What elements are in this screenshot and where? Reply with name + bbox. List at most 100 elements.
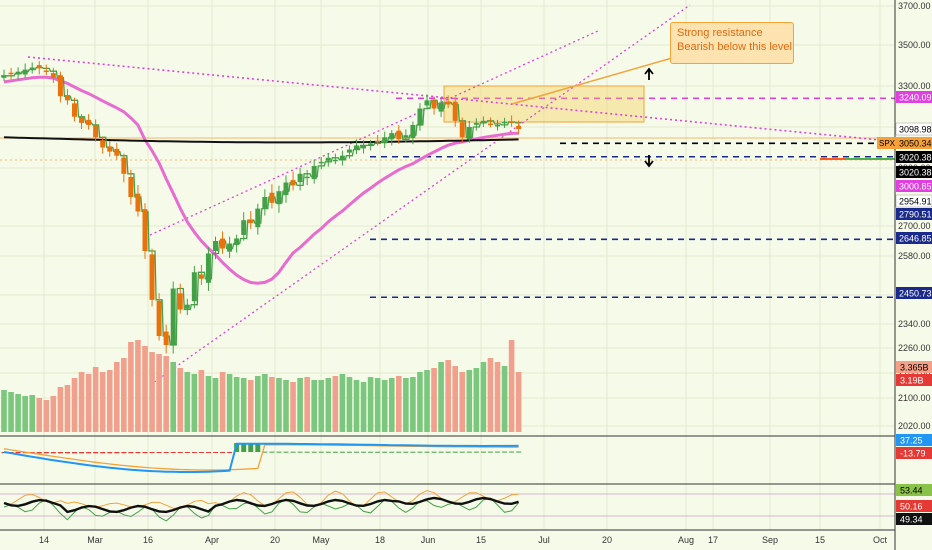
candle-body-6 bbox=[43, 70, 49, 73]
candle-0 bbox=[1, 69, 7, 81]
macd-panel bbox=[0, 435, 895, 473]
volume-bar-21 bbox=[149, 352, 155, 432]
macd-hist-32 bbox=[227, 452, 233, 453]
candle-body-39 bbox=[276, 191, 282, 205]
macd-hist-52 bbox=[368, 451, 374, 453]
volume-bar-59 bbox=[417, 372, 423, 432]
candle-10 bbox=[72, 97, 77, 122]
x-tick-15: Oct bbox=[873, 535, 888, 545]
badge-bg-1 bbox=[895, 122, 932, 136]
candle-50 bbox=[354, 139, 359, 154]
macd-hist-26 bbox=[184, 452, 190, 453]
x-tick-12: 17 bbox=[708, 535, 718, 545]
macd-hist-29 bbox=[205, 452, 211, 453]
x-tick-9: Jul bbox=[538, 535, 550, 545]
macd-hist-69 bbox=[487, 451, 493, 453]
candle-body-36 bbox=[255, 208, 261, 228]
macd-hist-24 bbox=[170, 452, 176, 453]
indicator-badge-bg-2 bbox=[896, 434, 932, 446]
candle-body-46 bbox=[325, 157, 331, 161]
volume-bar-0 bbox=[1, 390, 7, 432]
candle-body-0 bbox=[1, 75, 7, 78]
macd-hist-59 bbox=[417, 451, 423, 453]
candle-body-22 bbox=[156, 300, 162, 336]
candle-body-48 bbox=[339, 155, 345, 161]
macd-hist-45 bbox=[318, 451, 324, 453]
macd-hist-41 bbox=[290, 451, 296, 453]
candle-45 bbox=[318, 157, 324, 170]
macd-hist-71 bbox=[502, 451, 508, 453]
trend-lines bbox=[27, 4, 881, 386]
x-tick-4: 20 bbox=[270, 535, 280, 545]
volume-bar-23 bbox=[163, 356, 169, 432]
macd-hist-22 bbox=[156, 452, 162, 454]
badge-7: 2790.51 bbox=[896, 208, 932, 220]
x-tick-0: 14 bbox=[39, 535, 49, 545]
macd-hist-9 bbox=[64, 452, 70, 454]
volume-bar-52 bbox=[367, 377, 374, 432]
candle-52 bbox=[368, 139, 374, 151]
price-tick-2: 3300.00 bbox=[898, 81, 931, 91]
candle-55 bbox=[389, 130, 395, 146]
candle-body-27 bbox=[191, 272, 197, 302]
indicator-badge-bg-1 bbox=[896, 374, 932, 386]
x-tick-14: 15 bbox=[815, 535, 825, 545]
candle-body-11 bbox=[79, 117, 85, 123]
candle-body-66 bbox=[466, 127, 472, 140]
candle-14 bbox=[100, 136, 106, 154]
candle-body-23 bbox=[163, 331, 169, 345]
candle-38 bbox=[269, 184, 275, 209]
candle-58 bbox=[410, 121, 416, 145]
candle-30 bbox=[213, 236, 218, 260]
price-tick-1: 3500.00 bbox=[898, 40, 931, 50]
candle-19 bbox=[135, 184, 141, 217]
rsi-black-line bbox=[3, 496, 519, 514]
macd-hist-23 bbox=[163, 452, 169, 453]
macd-hist-47 bbox=[332, 451, 338, 453]
macd-hist-42 bbox=[297, 451, 303, 453]
price-tick-9: 2260.00 bbox=[898, 343, 931, 353]
candle-body-51 bbox=[361, 145, 367, 149]
badge-label-4: 3020.38 bbox=[899, 168, 932, 178]
volume-bar-4 bbox=[29, 395, 35, 432]
badge-2: 3050.34 bbox=[896, 137, 932, 149]
badge-label-6: 2954.91 bbox=[899, 197, 932, 207]
rsi-green-line bbox=[3, 497, 519, 522]
candle-body-67 bbox=[473, 122, 479, 125]
indicator-badge-5: 50.16 bbox=[896, 500, 932, 512]
candle-2 bbox=[15, 67, 21, 81]
volume-bar-39 bbox=[276, 378, 282, 432]
macd-hist-8 bbox=[57, 452, 63, 454]
badge-3: 3020.38 bbox=[896, 151, 932, 163]
badge-8: 2646.85 bbox=[896, 232, 932, 244]
price-tick-6: 2580.00 bbox=[898, 251, 931, 261]
volume-bar-6 bbox=[43, 400, 50, 432]
x-tick-13: Sep bbox=[762, 535, 778, 545]
candle-body-45 bbox=[318, 161, 324, 164]
macd-hist-65 bbox=[459, 451, 465, 453]
candle-body-9 bbox=[64, 95, 70, 101]
badge-1: 3098.98 bbox=[895, 122, 932, 136]
badge-bg-4 bbox=[896, 166, 932, 178]
macd-hist-66 bbox=[466, 451, 472, 453]
candle-29 bbox=[205, 246, 211, 291]
indicator-badge-6: 49.34 bbox=[896, 513, 932, 525]
macd-hist-51 bbox=[361, 451, 367, 453]
candle-25 bbox=[177, 283, 183, 314]
indicator-badge-label-5: 50.16 bbox=[900, 502, 923, 512]
candle-body-63 bbox=[445, 101, 451, 105]
indicator-badge-bg-6 bbox=[896, 513, 932, 525]
candle-63 bbox=[445, 95, 451, 109]
macd-hist-55 bbox=[389, 451, 395, 453]
candle-62 bbox=[438, 97, 444, 117]
macd-hist-38 bbox=[269, 451, 275, 453]
badge-bg-2 bbox=[896, 137, 932, 149]
volume-bar-41 bbox=[290, 382, 296, 432]
volume-bar-62 bbox=[438, 362, 444, 432]
candle-body-70 bbox=[495, 124, 500, 127]
volume-bar-12 bbox=[85, 374, 92, 432]
volume-bar-28 bbox=[198, 370, 205, 432]
candle-59 bbox=[417, 103, 423, 131]
price-tick-12: 2020.00 bbox=[898, 421, 931, 431]
